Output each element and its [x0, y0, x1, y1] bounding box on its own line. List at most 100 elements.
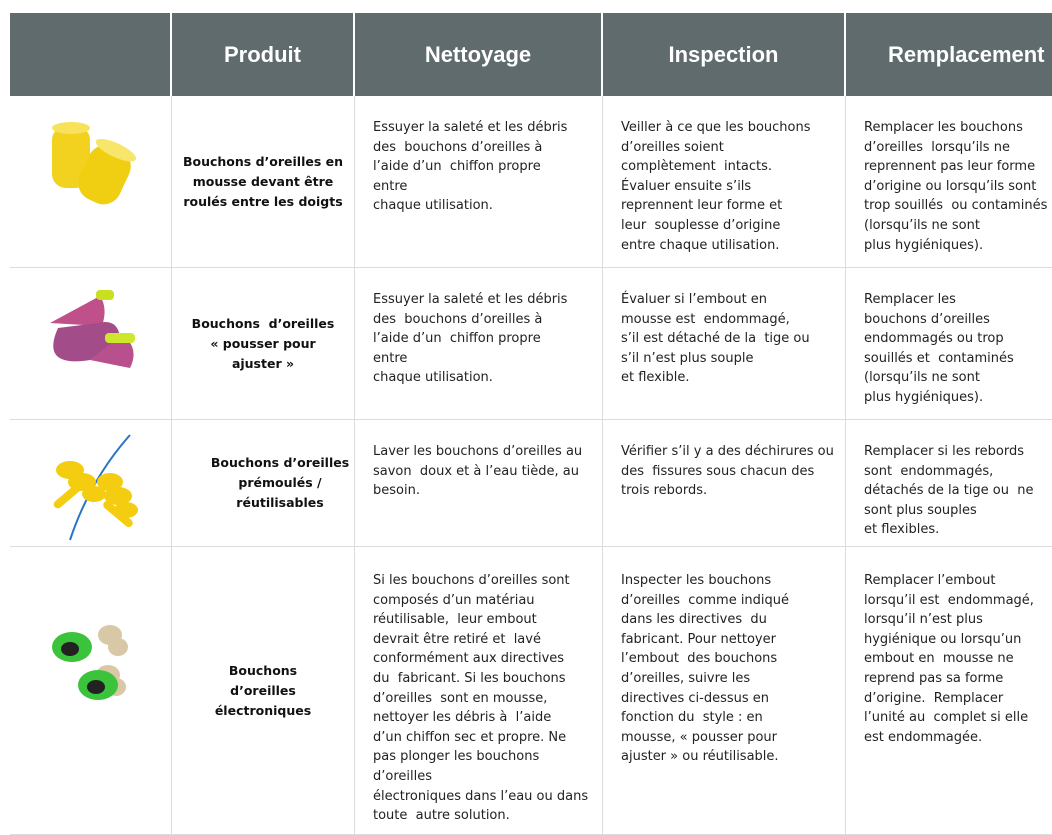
text-line: électroniques dans l’eau ou dans — [373, 788, 589, 804]
image-cell — [10, 268, 172, 420]
text-line: et flexibles. — [864, 522, 940, 538]
text-line: fonction du style : en — [621, 710, 763, 726]
text-line: (lorsqu’ils ne sont — [864, 370, 980, 386]
text-line: Essuyer la saleté et les débris — [373, 120, 568, 135]
cleaning-cell: Laver les bouchons d’oreilles au savon do… — [355, 420, 603, 547]
text-line: mousse devant être — [192, 173, 334, 189]
cleaning-text: Essuyer la saleté et les débris des bouch… — [373, 118, 567, 216]
image-cell — [10, 420, 172, 547]
text-line: chaque utilisation. — [373, 370, 493, 386]
text-line: plus hygiéniques). — [864, 389, 984, 405]
inspection-text: Évaluer si l’embout en mousse est endomma… — [621, 290, 810, 388]
text-line: Remplacer si les rebords — [864, 444, 1024, 459]
text-line: Essuyer la saleté et les débris — [373, 292, 568, 307]
text-line: d’un chiffon sec et propre. Ne — [373, 729, 567, 745]
text-line: besoin. — [373, 483, 420, 499]
product-cell: Bouchons d’oreilles prémoulés / réutilisab… — [172, 420, 355, 547]
text-line: mousse est endommagé, — [621, 311, 790, 327]
text-line: complètement intacts. — [621, 159, 773, 175]
text-line: roulés entre les doigts — [183, 193, 343, 209]
text-line: s’il n’est plus souple — [621, 350, 754, 366]
cleaning-text: Essuyer la saleté et les débris des bouch… — [373, 290, 567, 388]
header-blank — [10, 13, 172, 96]
replacement-cell: Remplacer les bouchons d’oreilles endommag… — [846, 268, 1052, 420]
text-line: lorsqu’il est endommagé, — [864, 592, 1034, 608]
header-cell: Remplacement — [846, 13, 1052, 96]
product-name: Bouchons d’oreilles prémoulés / réutilisab… — [172, 420, 354, 546]
text-line: souillés et contaminés — [864, 350, 1014, 366]
text-line: d’oreilles lorsqu’ils ne — [864, 139, 1010, 155]
product-name: Bouchons d’oreilles électroniques — [172, 547, 354, 834]
text-line: Évaluer ensuite s’ils — [621, 178, 752, 194]
inspection-text: Vérifier s’il y a des déchirures ou des f… — [621, 442, 834, 501]
text-line: des bouchons d’oreilles à — [373, 139, 543, 155]
text-line: détachés de la tige ou ne — [864, 483, 1034, 499]
text-line: Veiller à ce que les bouchons — [621, 120, 811, 135]
cleaning-cell: Essuyer la saleté et les débris des bouch… — [355, 268, 603, 420]
text-line: reprend pas sa forme — [864, 670, 1004, 686]
text-line: trois rebords. — [621, 483, 708, 499]
push-earplug-icon — [50, 290, 135, 368]
text-line: savon doux et à l’eau tiède, au — [373, 463, 579, 479]
text-line: nettoyer les débris à l’aide — [373, 710, 552, 726]
cleaning-cell: Essuyer la saleté et les débris des bouch… — [355, 96, 603, 268]
header-cell: Nettoyage — [355, 13, 603, 96]
text-line: composés d’un matériau — [373, 592, 535, 608]
text-line: ajuster » ou réutilisable. — [621, 749, 779, 765]
text-line: trop souillés ou contaminés — [864, 198, 1048, 214]
text-line: pas plonger les bouchons — [373, 749, 540, 765]
text-line: d’oreilles sont en mousse, — [373, 690, 548, 706]
replacement-cell: Remplacer l’embout lorsqu’il est endommag… — [846, 547, 1052, 835]
inspection-cell: Inspecter les bouchons d’oreilles comme i… — [603, 547, 846, 835]
foam-earplug-icon — [52, 122, 137, 205]
text-line: du fabricant. Si les bouchons — [373, 670, 566, 686]
text-line: devrait être retiré et lavé — [373, 631, 541, 647]
text-line: l’embout des bouchons — [621, 651, 778, 667]
replacement-cell: Remplacer si les rebords sont endommagés,… — [846, 420, 1052, 547]
cleaning-cell: Si les bouchons d’oreilles sont composés … — [355, 547, 603, 835]
text-line: d’oreilles soient — [621, 139, 724, 155]
text-line: fabricant. Pour nettoyer — [621, 631, 776, 647]
product-cell: Bouchons d’oreilles électroniques — [172, 547, 355, 835]
text-line: prémoulés / — [238, 475, 322, 490]
header-cell: Inspection — [603, 13, 846, 96]
replacement-text: Remplacer les bouchons d’oreilles endommag… — [864, 290, 1014, 408]
text-line: réutilisables — [236, 495, 324, 510]
text-line: ajuster » — [231, 355, 295, 371]
text-line: mousse, « pousser pour — [621, 729, 778, 745]
text-line: Bouchons d’oreilles en — [182, 153, 344, 169]
text-line: sont endommagés, — [864, 463, 994, 479]
text-line: Bouchons d’oreilles — [210, 455, 350, 470]
inspection-text: Veiller à ce que les bouchons d’oreilles … — [621, 118, 811, 255]
text-line: d’oreilles — [373, 768, 433, 784]
inspection-text: Inspecter les bouchons d’oreilles comme i… — [621, 571, 789, 767]
product-name: Bouchons d’oreilles en mousse devant être… — [172, 96, 354, 267]
text-line: directives ci-dessus en — [621, 690, 770, 706]
text-line: électroniques — [214, 702, 312, 718]
text-line: embout en mousse ne — [864, 651, 1014, 667]
replacement-text: Remplacer si les rebords sont endommagés,… — [864, 442, 1033, 540]
text-line: Inspecter les bouchons — [621, 573, 772, 588]
text-line: Vérifier s’il y a des déchirures ou — [621, 444, 834, 459]
text-line: l’unité au complet si elle — [864, 710, 1029, 726]
text-line: reprennent leur forme et — [621, 198, 783, 214]
text-line: conformément aux directives — [373, 651, 565, 667]
text-line: hygiénique ou lorsqu’un — [864, 631, 1022, 647]
text-line: l’aide d’un chiffon propre — [373, 331, 541, 347]
text-line: l’aide d’un chiffon propre — [373, 159, 541, 175]
inspection-cell: Vérifier s’il y a des déchirures ou des f… — [603, 420, 846, 547]
text-line: plus hygiéniques). — [864, 237, 984, 253]
text-line: leur souplesse d’origine — [621, 217, 781, 233]
text-line: d’oreilles comme indiqué — [621, 592, 790, 608]
text-line: chaque utilisation. — [373, 198, 493, 214]
cleaning-text: Si les bouchons d’oreilles sont composés … — [373, 571, 588, 826]
replacement-cell: Remplacer les bouchons d’oreilles lorsqu’… — [846, 96, 1052, 268]
text-line: Laver les bouchons d’oreilles au — [373, 444, 583, 459]
replacement-text: Remplacer l’embout lorsqu’il est endommag… — [864, 571, 1034, 747]
inspection-cell: Veiller à ce que les bouchons d’oreilles … — [603, 96, 846, 268]
electronic-earplug-icon — [52, 625, 128, 700]
image-cell — [10, 96, 172, 268]
header-cell: Produit — [172, 13, 355, 96]
text-line: Remplacer les bouchons — [864, 120, 1023, 135]
